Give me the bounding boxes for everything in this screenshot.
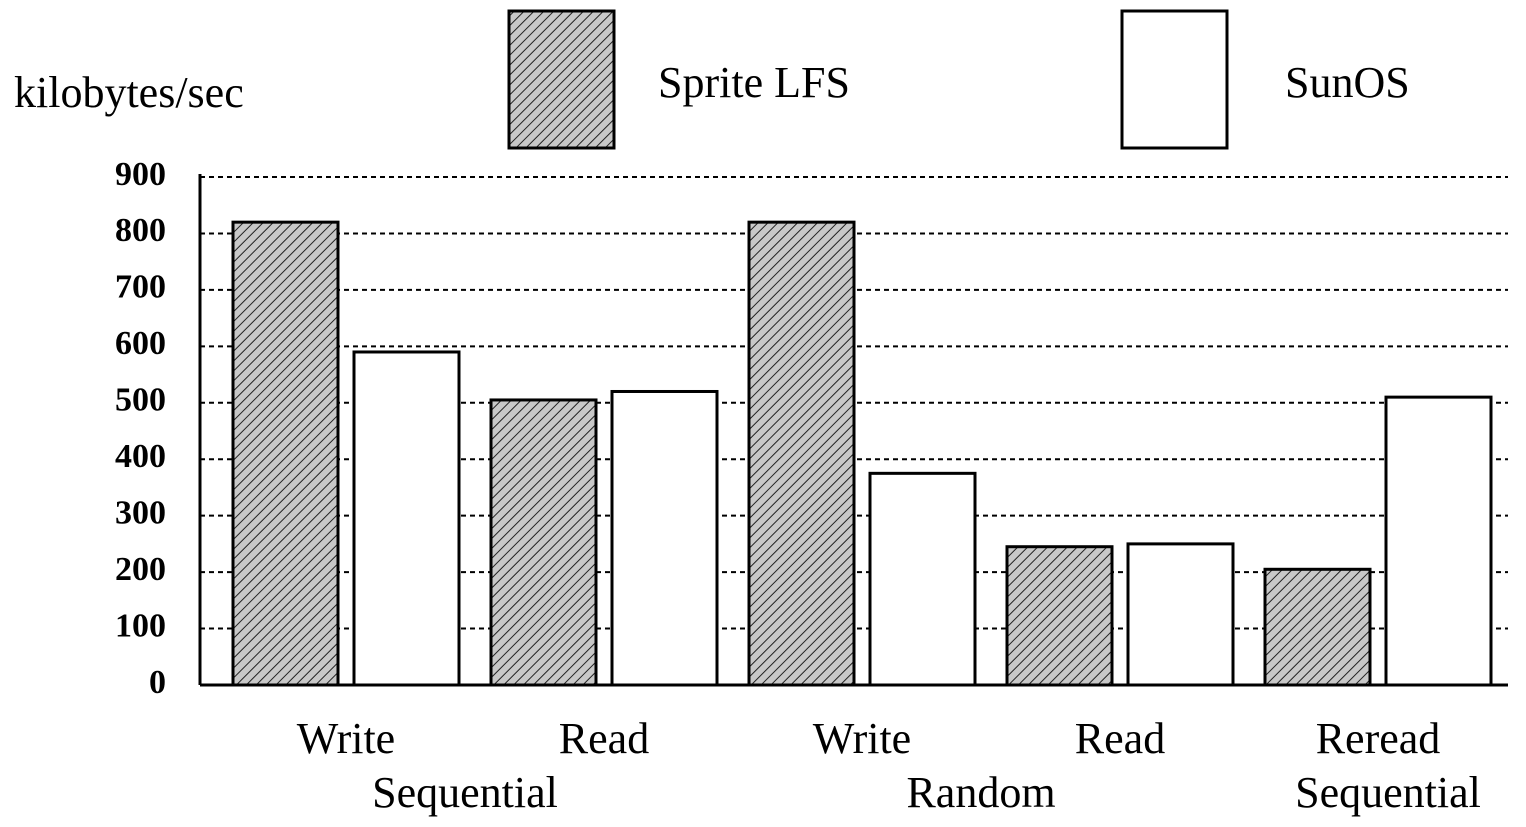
x-tick-label: Read [559, 714, 649, 763]
y-tick-label: 800 [115, 212, 166, 249]
y-tick-label: 700 [115, 269, 166, 306]
y-tick-label: 100 [115, 607, 166, 644]
legend-label: Sprite LFS [658, 58, 850, 107]
y-tick-label: 300 [115, 494, 166, 531]
legend-label: SunOS [1285, 58, 1410, 107]
bar [610, 389, 719, 687]
group-label: Sequential [1295, 768, 1481, 817]
x-tick-label: Write [813, 714, 911, 763]
legend-swatch [1120, 9, 1229, 150]
y-tick-label: 500 [115, 382, 166, 419]
bar [868, 471, 977, 687]
bar [747, 220, 856, 687]
bar [1384, 395, 1493, 687]
group-label: Random [906, 768, 1055, 817]
y-tick-label: 200 [115, 551, 166, 588]
x-tick-label: Reread [1316, 714, 1441, 763]
bar [352, 350, 461, 687]
y-tick-label: 900 [115, 156, 166, 193]
bar [489, 398, 598, 687]
x-tick-label: Write [297, 714, 395, 763]
y-tick-label: 400 [115, 438, 166, 475]
y-axis-label: kilobytes/sec [14, 68, 244, 117]
y-tick-label: 600 [115, 325, 166, 362]
bar [1263, 567, 1372, 687]
x-tick-label: Read [1075, 714, 1165, 763]
bar [1126, 542, 1235, 687]
bar [1005, 545, 1114, 687]
y-tick-label: 0 [149, 664, 166, 701]
group-label: Sequential [372, 768, 558, 817]
legend-swatch [507, 9, 616, 150]
bar [231, 220, 340, 687]
